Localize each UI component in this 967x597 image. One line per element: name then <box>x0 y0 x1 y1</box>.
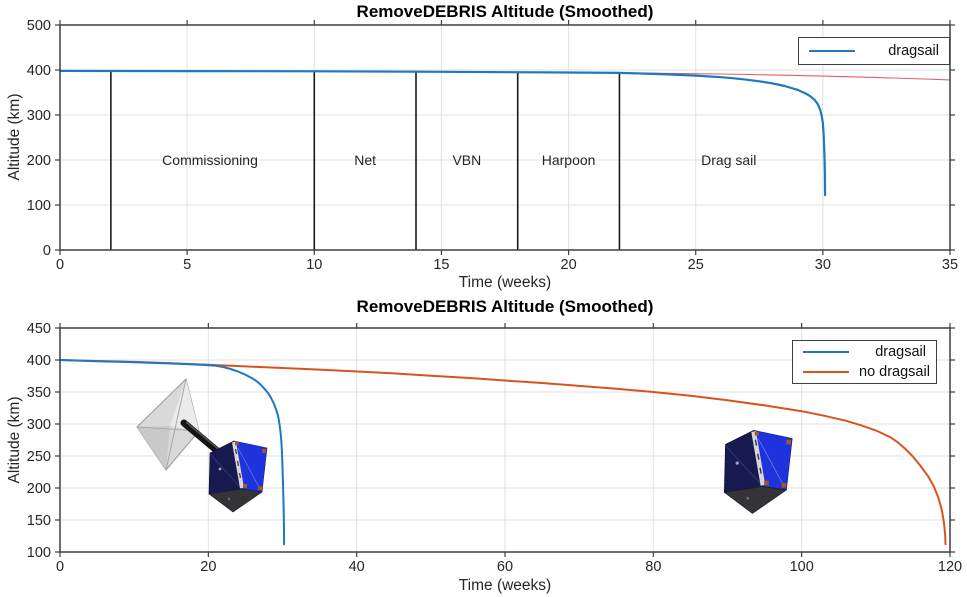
x-tick-label: 0 <box>56 559 64 575</box>
y-tick-label: 150 <box>27 513 51 529</box>
phase-label: VBN <box>452 152 481 168</box>
phase-label: Drag sail <box>701 152 756 168</box>
y-tick-label: 100 <box>27 198 51 214</box>
legend-line-sample <box>803 350 849 354</box>
legend: dragsail no dragsail <box>792 340 937 384</box>
phase-label: Net <box>354 152 376 168</box>
x-tick-label: 120 <box>938 559 962 575</box>
series-dragsail <box>59 359 286 546</box>
x-tick-label: 20 <box>200 559 216 575</box>
plot-frame <box>59 24 951 251</box>
x-tick-label: 20 <box>561 257 577 273</box>
x-tick-label: 10 <box>306 257 322 273</box>
y-tick-label: 0 <box>43 243 51 259</box>
satellite-overlay <box>136 378 792 514</box>
y-tick-label: 450 <box>27 321 51 337</box>
y-tick-label: 400 <box>27 353 51 369</box>
y-tick-label: 400 <box>27 63 51 79</box>
x-tick-label: 25 <box>688 257 704 273</box>
chart-top: RemoveDEBRIS Altitude (Smoothed) Altitud… <box>0 0 967 295</box>
x-tick-label: 40 <box>349 559 365 575</box>
legend-label: dragsail <box>875 344 926 360</box>
x-tick-label: 80 <box>645 559 661 575</box>
x-axis-label: Time (weeks) <box>458 577 552 594</box>
series-no-dragsail <box>59 359 947 546</box>
legend-line-sample <box>803 370 849 374</box>
legend-entry: dragsail <box>803 344 926 360</box>
legend-line-sample <box>809 49 855 53</box>
x-tick-label: 15 <box>433 257 449 273</box>
plot-bottom: 0 20 40 60 80 100 120 100 150 200 250 300 350 400 450 <box>27 321 962 575</box>
chart-title: RemoveDEBRIS Altitude (Smoothed) <box>356 297 654 316</box>
legend-entry: no dragsail <box>803 364 930 380</box>
y-tick-label: 100 <box>27 545 51 561</box>
x-tick-label: 5 <box>183 257 191 273</box>
y-tick-label: 300 <box>27 108 51 124</box>
x-tick-label: 60 <box>497 559 513 575</box>
x-tick-label: 100 <box>790 559 814 575</box>
cubesat-image <box>724 430 792 513</box>
legend-entry: dragsail <box>809 43 939 59</box>
legend: dragsail <box>798 37 950 65</box>
x-tick-label: 35 <box>942 257 958 273</box>
x-axis-label: Time (weeks) <box>458 274 552 291</box>
y-tick-label: 350 <box>27 385 51 401</box>
y-tick-label: 300 <box>27 417 51 433</box>
series-no-dragsail-reference <box>618 72 951 81</box>
dragsail-spacecraft-image <box>136 378 269 514</box>
y-tick-label: 250 <box>27 449 51 465</box>
legend-label: no dragsail <box>859 364 930 380</box>
x-tick-label: 0 <box>56 257 64 273</box>
phase-label: Commissioning <box>162 152 258 168</box>
y-tick-label: 500 <box>27 18 51 34</box>
chart-title: RemoveDEBRIS Altitude (Smoothed) <box>356 2 654 21</box>
series-dragsail <box>58 69 827 197</box>
legend-label: dragsail <box>888 43 939 59</box>
x-tick-label: 30 <box>815 257 831 273</box>
y-tick-label: 200 <box>27 481 51 497</box>
y-tick-label: 200 <box>27 153 51 169</box>
phase-label: Harpoon <box>542 152 596 168</box>
chart-bottom: RemoveDEBRIS Altitude (Smoothed) Altitud… <box>0 295 967 597</box>
